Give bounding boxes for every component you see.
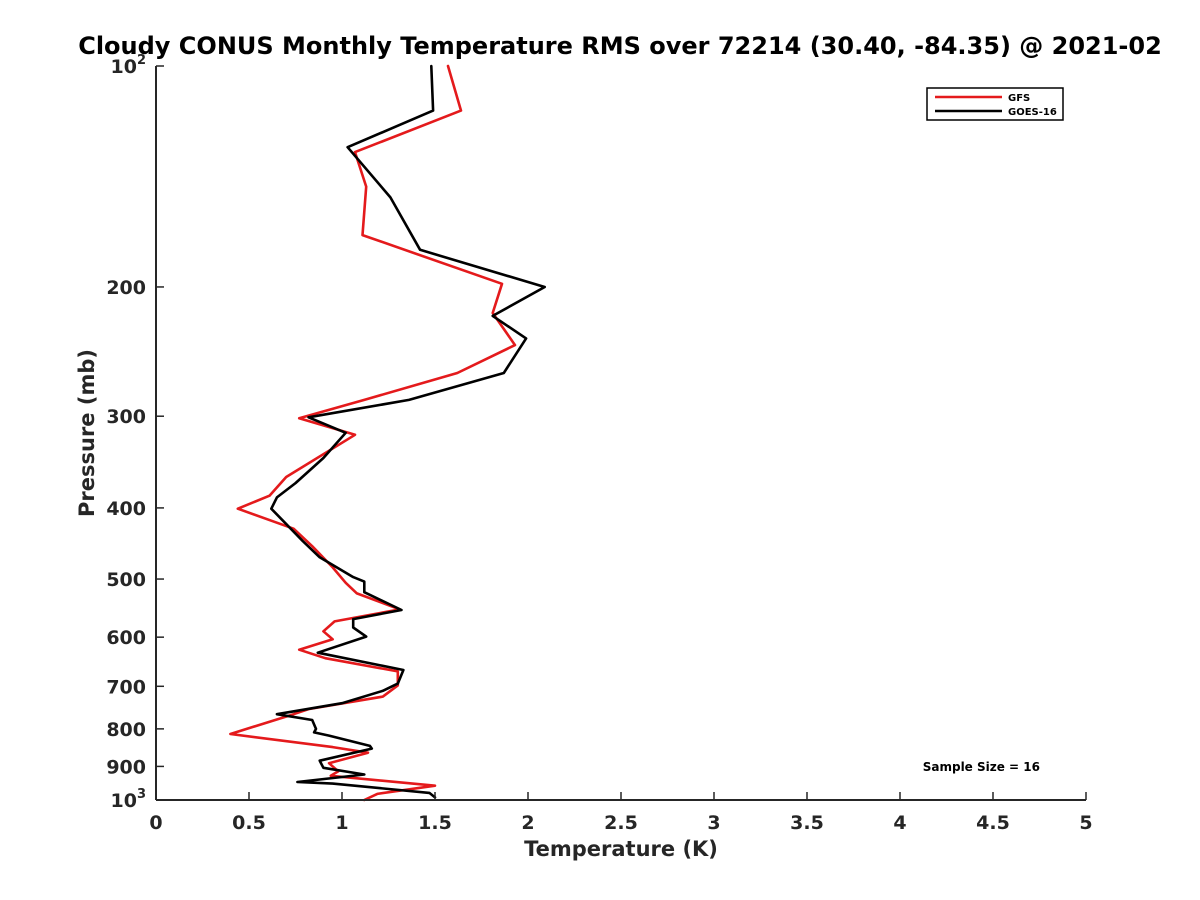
x-tick-label: 1 (335, 812, 348, 834)
legend-box (926, 87, 1064, 121)
x-tick-label: 3 (707, 812, 720, 834)
series-group (229, 64, 547, 802)
y-tick-label: 103 (111, 787, 147, 812)
y-tick-label: 300 (106, 406, 146, 428)
legend: GFS GOES-16 (926, 87, 1064, 121)
y-tick-label: 900 (106, 756, 146, 778)
x-tick-label: 5 (1079, 812, 1092, 834)
x-tick-label: 4.5 (976, 812, 1010, 834)
sample-size-annotation: Sample Size = 16 (923, 760, 1040, 774)
x-tick-label: 4 (893, 812, 906, 834)
y-tick-label: 600 (106, 627, 146, 649)
y-tick-label: 700 (106, 676, 146, 698)
series-line-goes16 (269, 64, 547, 799)
x-axis-label: Temperature (K) (524, 837, 718, 861)
y-tick-label: 200 (106, 277, 146, 299)
y-tick-label: 500 (106, 569, 146, 591)
y-tick-label: 400 (106, 498, 146, 520)
y-axis-label: Pressure (mb) (75, 349, 99, 517)
plot-area: 0 0.5 1 1.5 2 2.5 3 3.5 4 4.5 5 1 0 2 200 300 400 500 600… (106, 53, 1092, 834)
x-tick-label: 2.5 (604, 812, 638, 834)
x-tick-label: 0 (149, 812, 162, 834)
legend-label-gfs: GFS (1008, 93, 1030, 104)
series-line-gfs (229, 64, 517, 802)
x-ticks: 0 0.5 1 1.5 2 2.5 3 3.5 4 4.5 5 (149, 792, 1093, 834)
x-tick-label: 0.5 (232, 812, 266, 834)
chart-title: Cloudy CONUS Monthly Temperature RMS ove… (78, 32, 1162, 60)
y-tick-label: 800 (106, 719, 146, 741)
x-tick-label: 3.5 (790, 812, 824, 834)
legend-label-goes16: GOES-16 (1008, 107, 1057, 118)
x-tick-label: 1.5 (418, 812, 452, 834)
x-tick-label: 2 (521, 812, 534, 834)
